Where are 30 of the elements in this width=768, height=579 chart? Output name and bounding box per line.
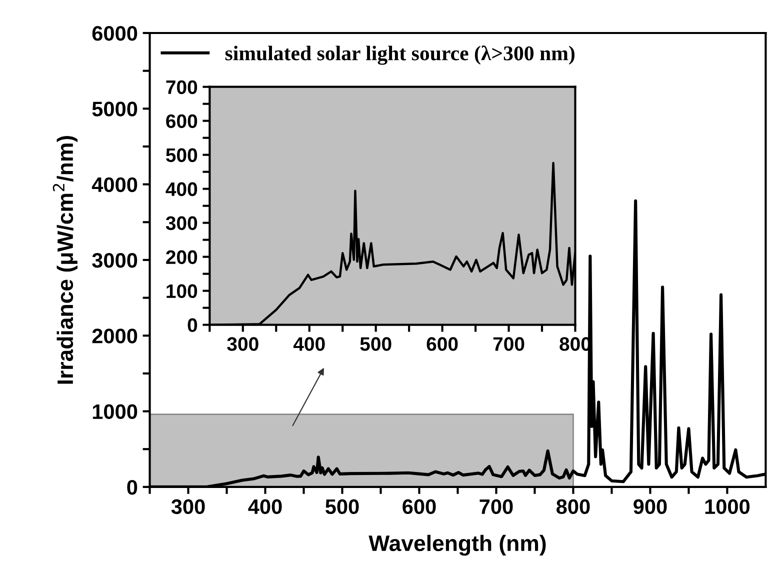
- x-tick-label: 800: [556, 499, 590, 514]
- x-tick-label: 1000: [705, 499, 750, 514]
- y-tick-label: 500: [166, 148, 198, 162]
- x-tick-label: 300: [227, 337, 258, 351]
- y-tick-label: 0: [127, 480, 138, 495]
- x-tick-label: 400: [293, 337, 325, 351]
- y-tick-label: 100: [166, 284, 198, 298]
- y-tick-label: 1000: [92, 404, 138, 420]
- y-tick-label: 0: [188, 318, 198, 332]
- x-tick-label: 500: [360, 337, 392, 351]
- y-tick-label: 4000: [92, 177, 138, 192]
- y-axis-title: Irradiance (μW/cm$^{2}$/nm): [52, 136, 78, 384]
- x-axis-title: Wavelength (nm): [368, 534, 546, 556]
- y-tick-label: 2000: [92, 328, 138, 344]
- y-tick-label: 6000: [92, 26, 138, 41]
- y-tick-label: 3000: [92, 252, 138, 268]
- x-tick-label: 500: [326, 499, 359, 514]
- x-tick-label: 600: [402, 499, 436, 514]
- y-tick-label: 400: [166, 182, 198, 196]
- y-tick-label: 300: [166, 216, 198, 230]
- x-tick-label: 900: [634, 499, 667, 514]
- y-tick-label: 600: [166, 114, 198, 128]
- y-tick-label: 200: [166, 250, 198, 264]
- x-tick-label: 700: [493, 337, 524, 351]
- y-tick-label: 700: [166, 80, 198, 94]
- x-tick-label: 700: [480, 499, 513, 514]
- x-tick-label: 600: [426, 337, 458, 351]
- y-tick-label: 5000: [92, 102, 138, 116]
- x-tick-label: 400: [248, 499, 282, 514]
- legend-label: simulated solar light source (λ>300 nm): [225, 46, 574, 65]
